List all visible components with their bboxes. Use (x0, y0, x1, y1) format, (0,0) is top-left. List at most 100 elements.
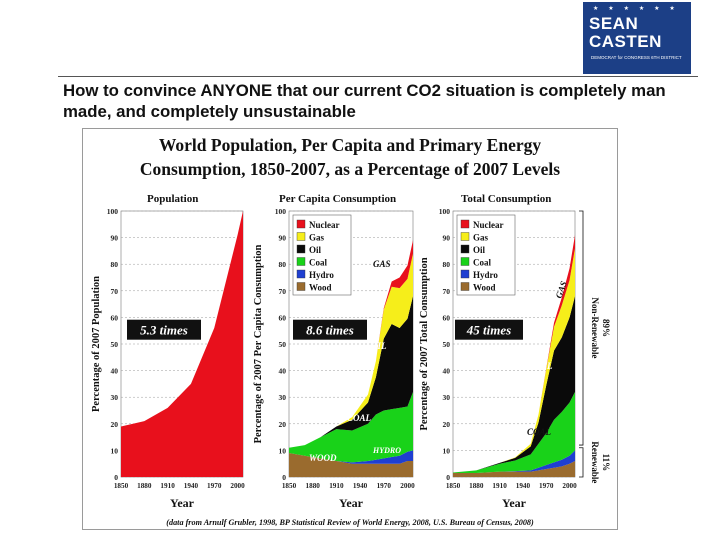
y-tick-label: 100 (439, 207, 451, 216)
y-axis-label: Percentage of 2007 Population (91, 276, 102, 412)
y-tick-label: 40 (111, 367, 119, 376)
x-tick-label: 1910 (329, 482, 344, 490)
header-divider (58, 76, 698, 77)
legend-swatch-gas (460, 232, 470, 241)
y-tick-label: 90 (443, 234, 451, 243)
multiplier-callout-box (455, 319, 523, 340)
y-tick-label: 100 (275, 207, 287, 216)
y-tick-label: 20 (443, 420, 451, 429)
x-tick-label: 1970 (377, 482, 392, 490)
y-tick-label: 0 (114, 473, 118, 482)
area-hydro (289, 450, 413, 464)
legend-label-nuclear: Nuclear (473, 220, 504, 230)
x-tick-label: 2000 (230, 482, 245, 490)
x-axis-label: Year (502, 496, 527, 510)
x-tick-label: 1880 (137, 482, 152, 490)
area-hydro (453, 450, 575, 474)
chart-panel-population: 0 10 20 30 40 50 60 70 80 90 100 1850 1880 1910 1940 19… (91, 193, 245, 510)
legend-swatch-hydro (460, 269, 470, 279)
legend-swatch-coal (296, 257, 306, 266)
x-tick-label: 1940 (516, 482, 531, 490)
x-tick-label: 1970 (539, 482, 554, 490)
x-tick-label: 2000 (562, 482, 577, 490)
y-tick-label: 60 (443, 313, 451, 322)
x-tick-label: 1910 (160, 482, 175, 490)
legend-box (456, 214, 516, 296)
campaign-logo: ★ ★ ★ ★ ★ ★ SEAN CASTEN DEMOCRAT for CON… (583, 2, 691, 74)
legend-label-coal: Coal (309, 258, 327, 268)
fuel-label-oil: OIL (537, 361, 553, 371)
legend-label-oil: Oil (473, 245, 486, 255)
logo-name-first: SEAN (589, 14, 639, 33)
y-tick-label: 100 (107, 207, 119, 216)
y-tick-label: 80 (443, 260, 451, 269)
y-tick-label: 40 (443, 367, 451, 376)
multiplier-callout-box (293, 319, 367, 340)
y-tick-label: 20 (111, 420, 119, 429)
y-tick-label: 60 (111, 313, 119, 322)
y-tick-label: 30 (111, 393, 119, 402)
x-tick-label: 1850 (282, 482, 297, 490)
bracket-non-renewable (579, 210, 584, 446)
chart-panel-total-consumption: 0 10 20 30 40 50 60 70 80 90 100 1850 1880 1910 1940 19… (419, 193, 611, 510)
multiplier-callout-text: 5.3 times (140, 323, 188, 338)
y-axis-label: Percentage of 2007 Per Capita Consumptio… (253, 244, 264, 443)
fuel-label-wood: WOOD (309, 453, 337, 463)
figure-title-line1: World Population, Per Capita and Primary… (159, 135, 541, 155)
y-tick-label: 40 (279, 367, 287, 376)
x-tick-label: 1910 (492, 482, 507, 490)
x-tick-label: 1940 (353, 482, 368, 490)
y-tick-label: 60 (279, 313, 287, 322)
legend-swatch-oil (460, 244, 470, 254)
legend-swatch-wood (296, 282, 306, 291)
bracket-label-non-renewable: Non-Renewable (590, 298, 600, 359)
x-tick-label: 1970 (207, 482, 222, 490)
logo-tagline: DEMOCRAT for CONGRESS 6TH DISTRICT (591, 55, 682, 60)
fuel-label-hydro: HYDRO (372, 446, 401, 455)
legend-label-nuclear: Nuclear (309, 220, 340, 230)
area-wood (453, 461, 575, 477)
area-oil (289, 296, 413, 448)
y-tick-label: 20 (279, 420, 287, 429)
y-tick-label: 30 (279, 393, 287, 402)
legend-swatch-nuclear (296, 219, 306, 229)
legend-label-coal: Coal (473, 258, 491, 268)
legend-swatch-gas (296, 232, 306, 241)
y-tick-label: 90 (111, 234, 119, 243)
legend-label-gas: Gas (309, 233, 325, 243)
panel-title: Per Capita Consumption (279, 193, 396, 205)
fuel-label-oil: OIL (371, 341, 387, 351)
x-tick-label: 1940 (184, 482, 199, 490)
logo-name-last: CASTEN (589, 32, 662, 51)
y-tick-label: 0 (282, 473, 286, 482)
area-population (121, 211, 243, 477)
bracket-renewable (579, 447, 584, 478)
legend-box (292, 214, 352, 296)
panel-title: Population (147, 193, 198, 205)
slide-headline: How to convince ANYONE that our current … (63, 81, 666, 121)
figure-title-line2: Consumption, 1850-2007, as a Percentage … (140, 159, 560, 179)
area-oil (453, 296, 575, 473)
y-tick-label: 70 (443, 287, 451, 296)
logo-stars: ★ ★ ★ ★ ★ ★ (593, 5, 679, 12)
y-tick-label: 80 (279, 260, 287, 269)
chart-canvas: World Population, Per Capita and Primary… (91, 135, 611, 527)
y-axis-label: Percentage of 2007 Total Consumption (419, 257, 430, 430)
fuel-label-coal: COAL (527, 427, 552, 437)
fuel-label-coal: COAL (347, 413, 372, 423)
legend-label-oil: Oil (309, 245, 322, 255)
legend-label-hydro: Hydro (473, 270, 498, 280)
legend-label-wood: Wood (473, 283, 496, 293)
x-tick-label: 1850 (114, 482, 129, 490)
chart-figure: World Population, Per Capita and Primary… (82, 128, 618, 530)
multiplier-callout-box (127, 319, 201, 340)
y-tick-label: 50 (279, 340, 287, 349)
area-coal (289, 391, 413, 463)
bracket-value-non-renewable: 89% (601, 319, 611, 337)
x-tick-label: 1880 (469, 482, 484, 490)
y-tick-label: 0 (446, 473, 450, 482)
bracket-label-renewable: Renewable (590, 441, 600, 483)
area-coal (453, 391, 575, 474)
legend-label-wood: Wood (309, 283, 332, 293)
x-axis-label: Year (170, 496, 195, 510)
